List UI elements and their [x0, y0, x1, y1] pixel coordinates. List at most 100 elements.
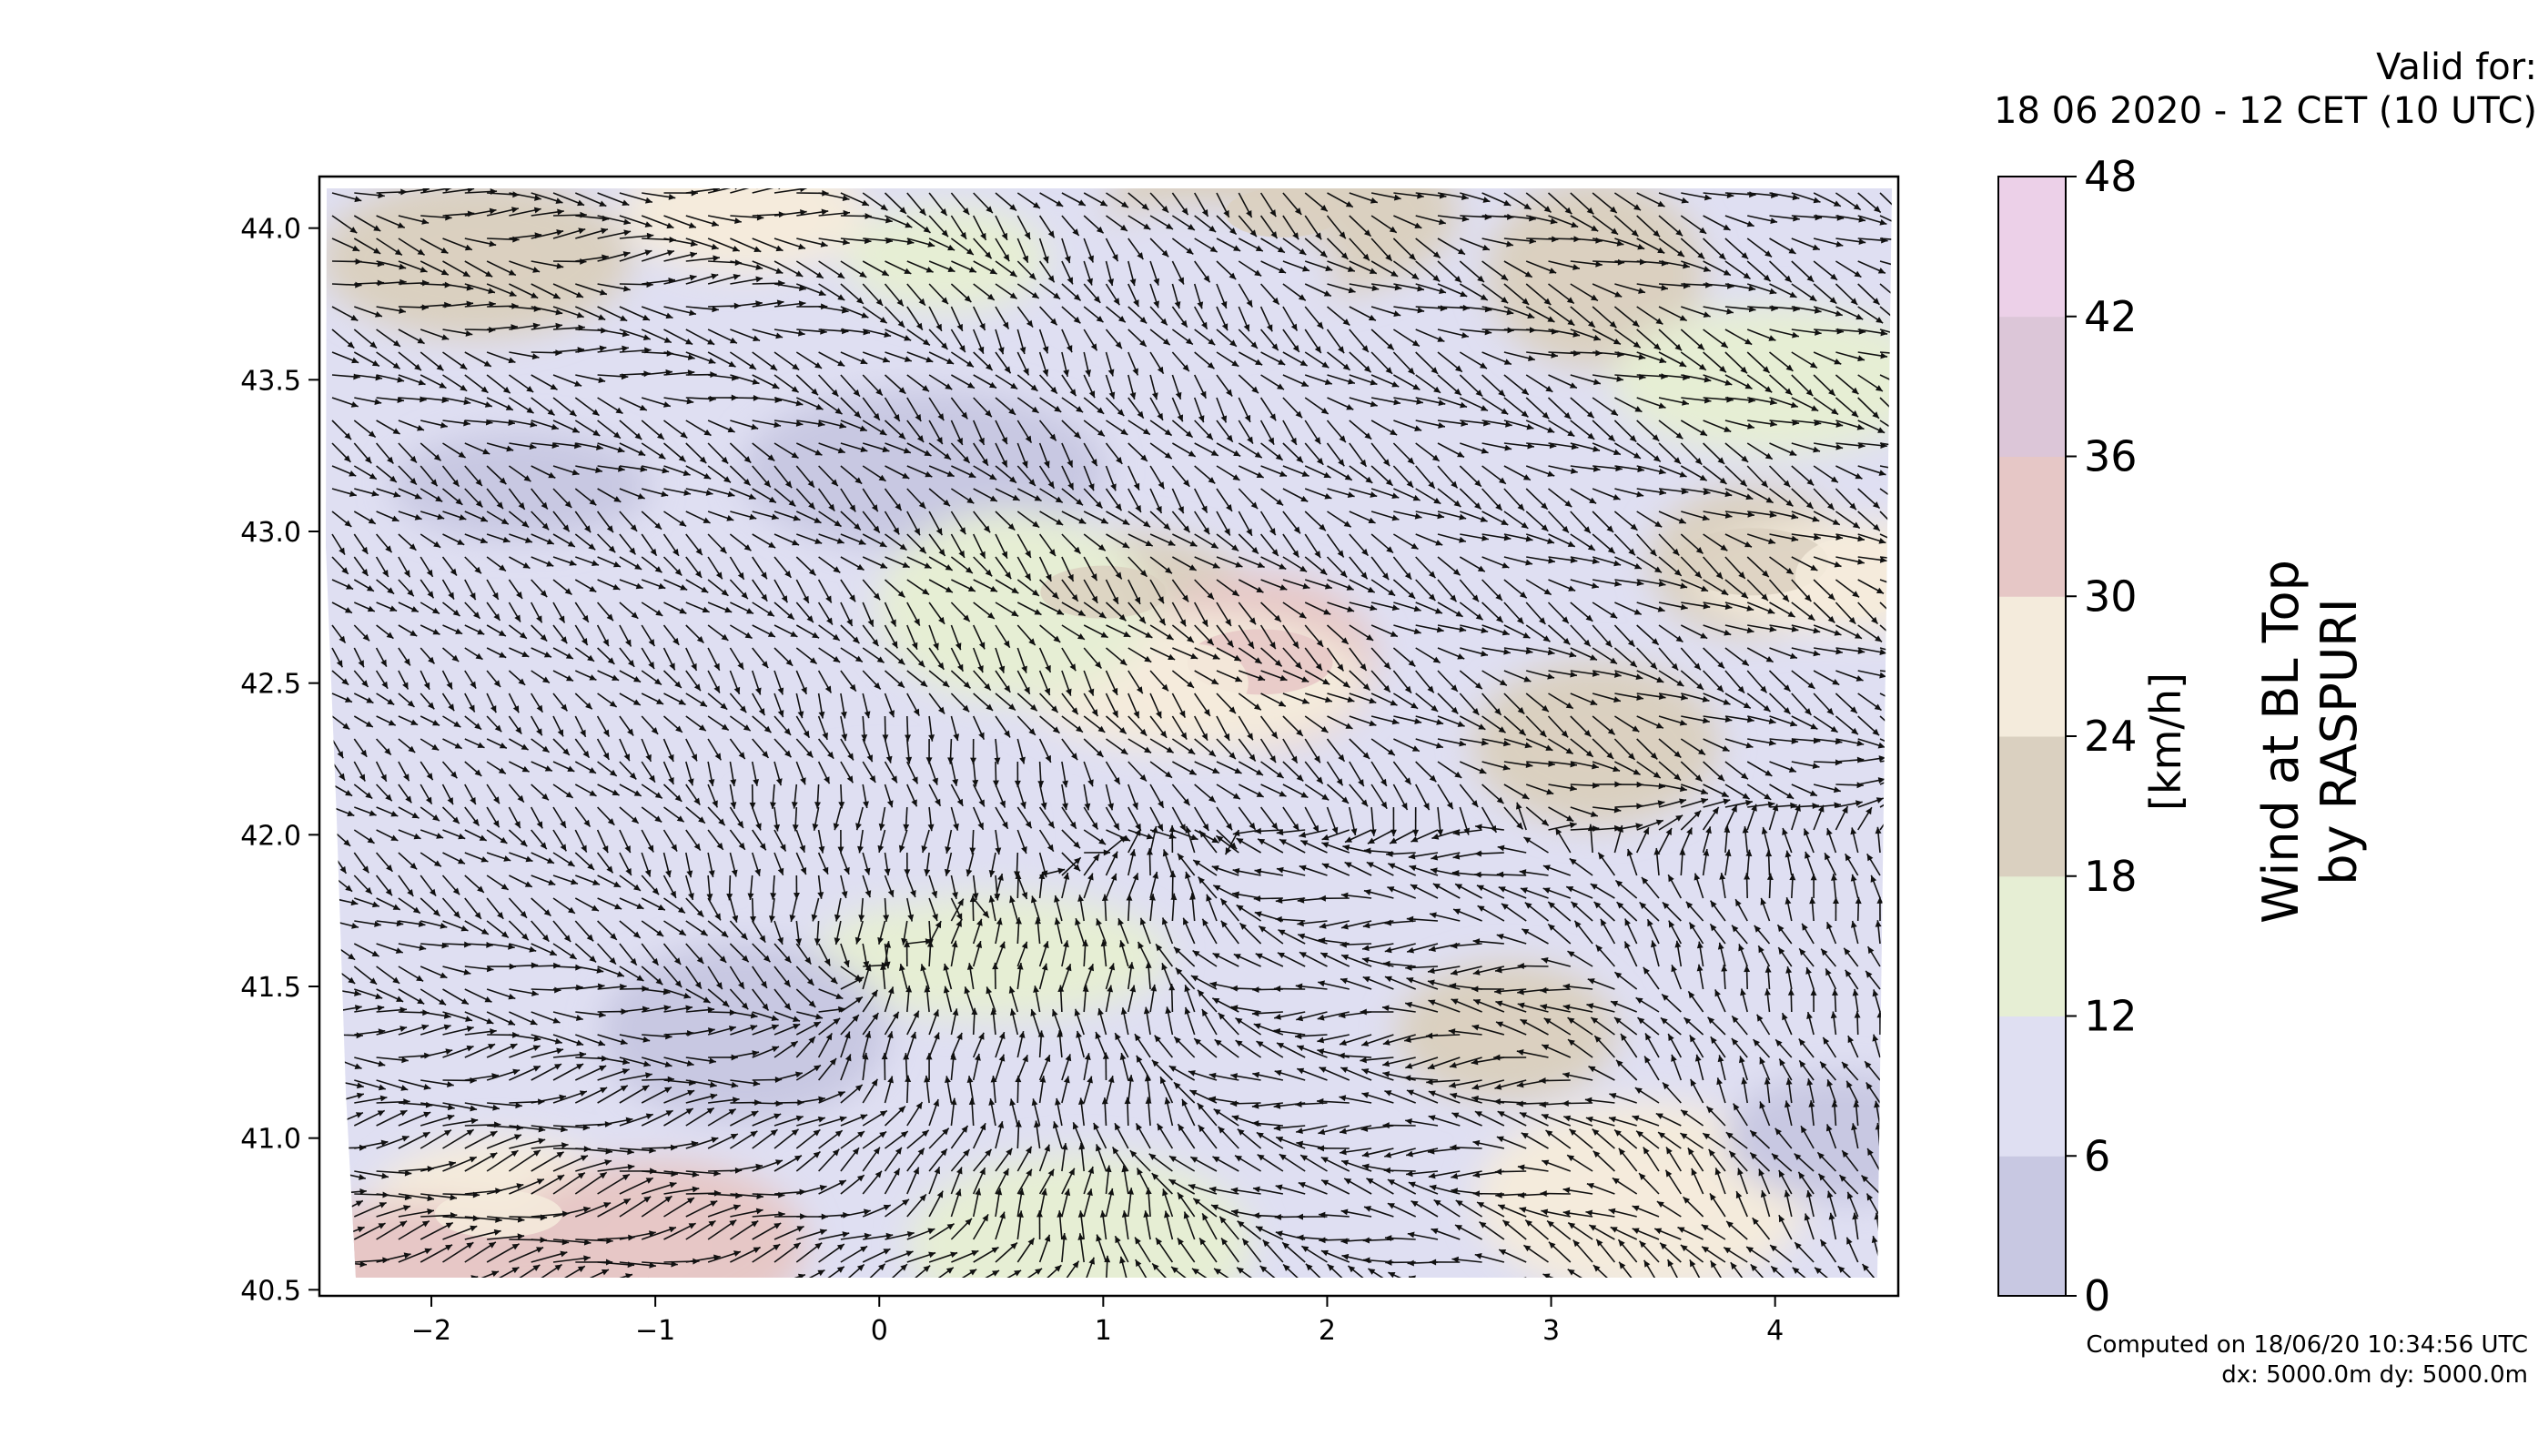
wind-arrow	[863, 329, 892, 339]
wind-arrow	[885, 351, 913, 362]
wind-arrow	[663, 215, 697, 228]
wind-arrow	[1393, 283, 1425, 292]
wind-arrow	[642, 192, 676, 200]
wind-arrow	[1592, 283, 1623, 298]
wind-arrow	[1525, 283, 1552, 306]
wind-arrow	[1216, 238, 1241, 252]
wind-arrow	[1061, 374, 1077, 397]
wind-arrow	[1769, 215, 1800, 222]
wind-arrow	[331, 329, 355, 349]
wind-arrow	[1105, 397, 1125, 417]
wind-arrow	[906, 192, 927, 217]
wind-arrow	[509, 260, 541, 273]
wind-arrow	[906, 351, 934, 363]
wind-arrow	[1061, 306, 1081, 324]
wind-arrow	[1171, 283, 1181, 309]
wind-arrow	[928, 260, 956, 273]
wind-arrow	[1813, 238, 1844, 248]
wind-arrow	[1879, 351, 1892, 356]
wind-arrow	[972, 215, 987, 241]
wind-arrow	[1349, 192, 1379, 204]
wind-arrow	[531, 283, 561, 299]
wind-arrow	[1525, 260, 1557, 274]
wind-arrow	[950, 283, 972, 303]
wind-arrow	[1392, 351, 1416, 376]
wind-arrow	[995, 374, 1018, 390]
wind-arrow	[1238, 192, 1253, 218]
wind-arrow	[353, 238, 381, 255]
wind-arrow	[1703, 374, 1733, 386]
wind-arrow	[685, 215, 720, 228]
colorbar-segment	[1998, 1016, 2066, 1157]
wind-arrow	[1171, 192, 1189, 216]
wind-arrow	[906, 283, 926, 307]
wind-arrow	[1879, 192, 1892, 215]
wind-arrow	[973, 238, 993, 259]
wind-arrow	[1393, 192, 1424, 199]
wind-arrow	[1481, 306, 1514, 316]
wind-arrow	[707, 274, 741, 285]
wind-arrow	[1238, 238, 1264, 252]
wind-arrow	[1370, 397, 1401, 406]
wind-arrow	[1437, 238, 1466, 256]
wind-arrow	[597, 329, 630, 338]
wind-arrow	[1681, 192, 1712, 201]
wind-arrow	[1592, 192, 1618, 214]
wind-arrow	[641, 329, 672, 344]
wind-arrow	[950, 397, 968, 420]
wind-arrow	[1658, 215, 1684, 237]
wind-arrow	[574, 306, 606, 321]
wind-arrows	[331, 188, 1892, 1278]
wind-arrow	[1393, 215, 1422, 229]
wind-arrow	[1768, 260, 1793, 283]
wind-arrow	[1149, 260, 1160, 286]
wind-arrow	[663, 351, 695, 360]
wind-arrow	[730, 374, 760, 385]
wind-arrow	[597, 306, 628, 322]
wind-arrow	[1681, 260, 1712, 272]
wind-arrow	[331, 192, 362, 203]
wind-arrow	[376, 329, 401, 348]
wind-arrow	[1193, 374, 1208, 399]
wind-arrow	[1503, 351, 1536, 362]
wind-arrow	[575, 345, 607, 353]
wind-arrow	[906, 238, 935, 248]
wind-arrow	[1149, 215, 1174, 230]
wind-arrow	[1016, 306, 1034, 329]
wind-arrow	[795, 260, 824, 279]
wind-arrow	[1127, 329, 1148, 348]
wind-arrow	[774, 300, 806, 308]
colorbar-segment	[1998, 1156, 2066, 1297]
wind-arrow	[752, 188, 785, 194]
colorbar-tick-label: 24	[2084, 712, 2138, 761]
wind-arrow	[531, 374, 558, 390]
wind-arrow	[531, 306, 563, 316]
wind-arrow	[1614, 283, 1646, 294]
wind-arrow	[1857, 374, 1884, 392]
wind-arrow	[928, 215, 949, 238]
wind-arrow	[398, 374, 426, 386]
wind-arrow	[1460, 238, 1491, 251]
wind-arrow	[597, 397, 623, 415]
wind-arrow	[995, 215, 1008, 241]
wind-arrow	[1415, 215, 1447, 226]
wind-arrow	[1127, 351, 1139, 376]
wind-arrow	[1415, 351, 1439, 375]
wind-arrow	[685, 255, 720, 262]
wind-arrow	[1016, 351, 1030, 376]
wind-arrow	[1216, 329, 1238, 348]
wind-arrow	[1171, 238, 1194, 256]
wind-arrow	[509, 192, 541, 201]
wind-arrow	[1105, 306, 1127, 323]
colorbar-segment	[1998, 736, 2066, 877]
wind-arrow	[1282, 351, 1308, 367]
wind-arrow	[398, 351, 422, 371]
wind-arrow	[1016, 260, 1036, 280]
wind-arrow	[1813, 283, 1837, 305]
wind-arrow	[1282, 397, 1303, 419]
wind-arrow	[376, 260, 407, 270]
wind-arrow	[442, 238, 473, 251]
wind-arrow	[531, 229, 564, 239]
wind-arrow	[906, 215, 931, 234]
